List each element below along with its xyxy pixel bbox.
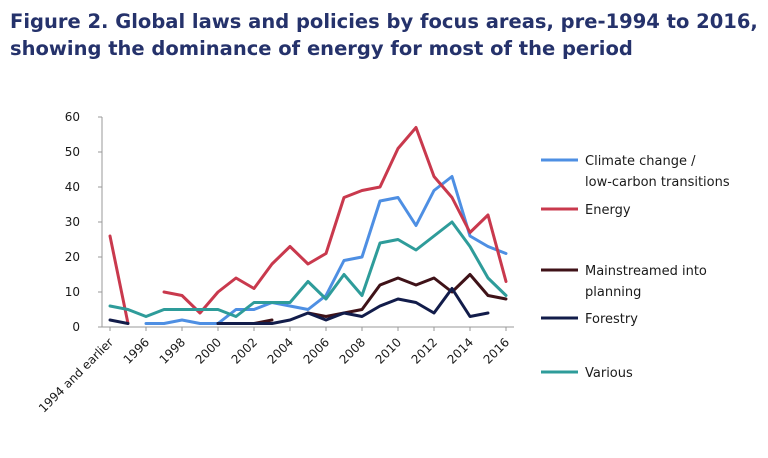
series-line-segment [144,175,508,325]
y-tick-label: 10 [65,285,80,299]
series-line-segment [162,126,508,315]
y-tick-label: 40 [65,180,80,194]
legend-label: Various [585,366,633,381]
x-tick-label: 1996 [121,335,152,366]
x-tick-label: 2008 [337,335,368,366]
series-line-segment [216,287,490,325]
x-tick-label: 2012 [409,335,440,366]
legend-label: Mainstreamed into [585,264,707,279]
x-tick-label: 2014 [445,335,476,366]
y-tick-label: 50 [65,145,80,159]
x-tick-label: 1994 and earlier [36,335,116,415]
x-tick-label: 2000 [193,335,224,366]
legend-label: planning [585,285,641,300]
series-line-segment [108,318,130,325]
x-tick-label: 1998 [157,335,188,366]
x-tick-label: 2002 [229,335,260,366]
legend-label: Climate change / [585,154,696,169]
x-tick-label: 2010 [373,335,404,366]
series-1-line [144,175,508,325]
legend-label: Energy [585,203,631,218]
y-tick-label: 0 [72,320,80,334]
x-tick-label: 2006 [301,335,332,366]
legend-label: Forestry [585,312,638,327]
y-tick-label: 60 [65,110,80,124]
y-tick-label: 20 [65,250,80,264]
x-tick-label: 2004 [265,335,296,366]
series-4-line [108,287,490,325]
series-line-segment [108,220,508,318]
figure-title: Figure 2. Global laws and policies by fo… [10,8,760,62]
series-5-line [108,220,508,318]
figure-title-line-1: Figure 2. Global laws and policies by fo… [10,10,758,33]
x-tick-label: 2016 [481,335,512,366]
y-tick-label: 30 [65,215,80,229]
legend-label: low-carbon transitions [585,175,730,190]
figure-title-line-2: showing the dominance of energy for most… [10,37,633,60]
